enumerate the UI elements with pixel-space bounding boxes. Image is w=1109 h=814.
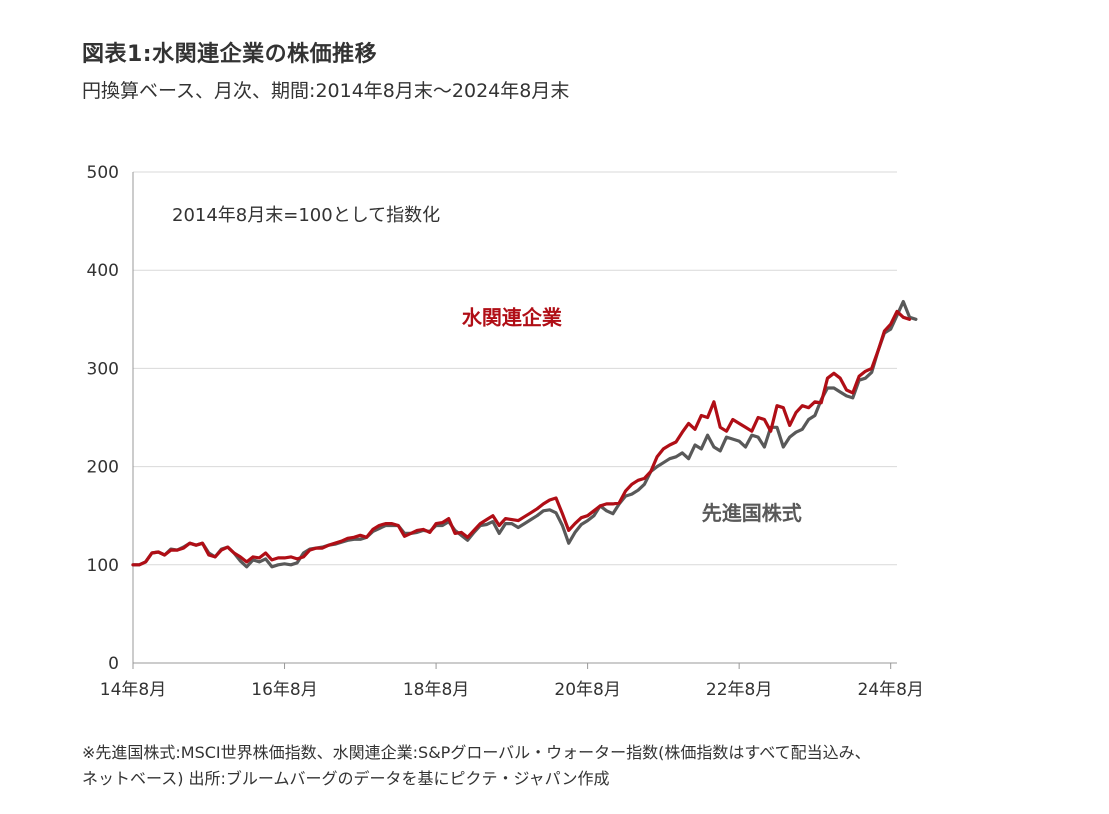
footnote-line-2: ネットベース) 出所:ブルームバーグのデータを基にピクテ・ジャパン作成 [82,769,610,788]
series-lines [131,300,918,569]
axes [132,172,897,669]
x-tick-label: 18年8月 [403,680,469,700]
x-tick-label: 14年8月 [100,680,166,700]
labels: 0 100 200 300 400 500 14年8月 16年8月 18年8月 20年8月 22年8… [87,163,924,700]
y-tick-label: 500 [87,163,119,183]
chart-subtitle: 円換算ベース、月次、期間:2014年8月末〜2024年8月末 [82,80,570,102]
index-note: 2014年8月末=100として指数化 [172,205,440,226]
footnote-line-1: ※先進国株式:MSCI世界株価指数、水関連企業:S&Pグローバル・ウォーター指数… [82,743,871,762]
footnote: ※先進国株式:MSCI世界株価指数、水関連企業:S&Pグローバル・ウォーター指数… [82,740,1072,792]
series-label-0: 水関連企業 [462,305,563,329]
y-tick-label: 200 [87,458,119,478]
x-tick-label: 16年8月 [251,680,317,700]
y-tick-label: 300 [87,359,119,379]
x-tick-label: 24年8月 [857,680,923,700]
y-tick-label: 0 [108,654,119,674]
series-line-0 [131,309,912,567]
x-tick-label: 20年8月 [554,680,620,700]
y-tick-label: 100 [87,556,119,576]
x-tick-label: 22年8月 [706,680,772,700]
series-line-1 [131,300,918,569]
grid-lines [133,171,897,566]
chart-title: 図表1:水関連企業の株価推移 [82,42,378,67]
y-tick-label: 400 [87,261,119,281]
series-label-1: 先進国株式 [702,501,802,525]
